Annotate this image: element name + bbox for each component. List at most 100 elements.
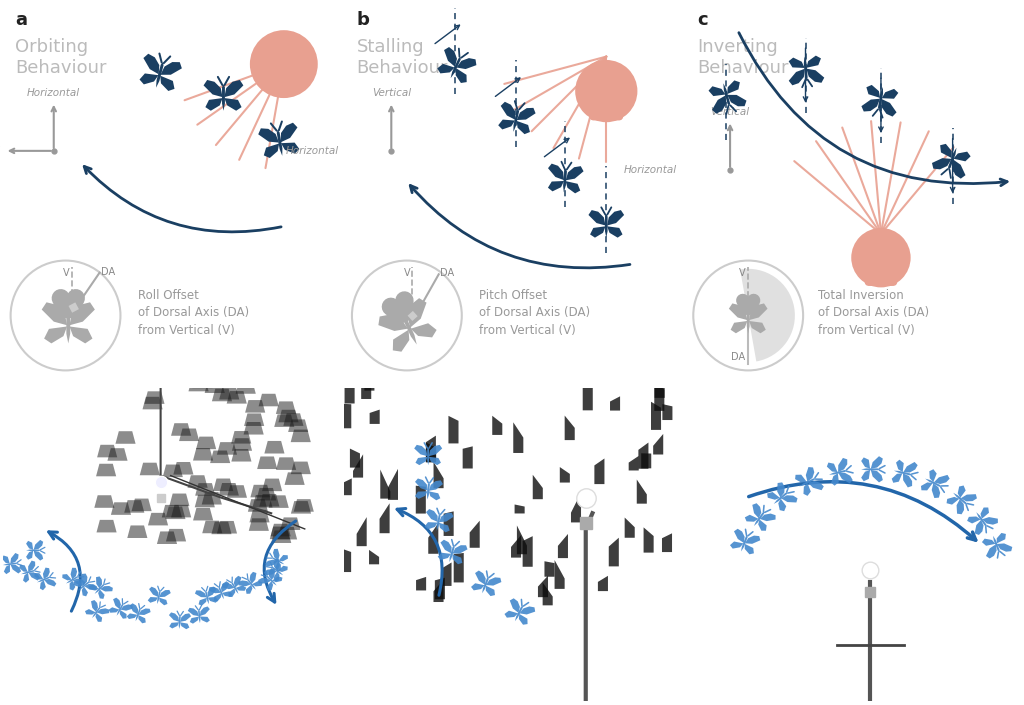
Text: Vertical: Vertical (711, 107, 750, 117)
Polygon shape (26, 549, 41, 551)
Text: Total Inversion
of Dorsal Axis (DA)
from Vertical (V): Total Inversion of Dorsal Axis (DA) from… (818, 288, 930, 336)
Polygon shape (174, 498, 195, 510)
Wedge shape (740, 269, 795, 362)
Polygon shape (273, 572, 280, 582)
Polygon shape (166, 501, 186, 514)
Polygon shape (10, 565, 22, 573)
Polygon shape (829, 470, 847, 474)
Polygon shape (456, 68, 467, 83)
Polygon shape (515, 505, 524, 513)
Polygon shape (976, 513, 986, 527)
Polygon shape (427, 448, 429, 465)
Polygon shape (205, 591, 209, 604)
Polygon shape (274, 458, 295, 470)
Polygon shape (517, 108, 536, 120)
Polygon shape (97, 608, 110, 614)
Polygon shape (250, 572, 256, 584)
Polygon shape (109, 607, 120, 613)
Polygon shape (214, 462, 234, 474)
Polygon shape (896, 460, 904, 472)
Polygon shape (169, 623, 179, 628)
Polygon shape (287, 426, 306, 439)
Text: Inverting
Behaviour: Inverting Behaviour (697, 37, 790, 78)
Polygon shape (265, 560, 278, 567)
Polygon shape (608, 538, 618, 566)
Polygon shape (449, 416, 459, 443)
Polygon shape (113, 455, 133, 467)
Polygon shape (515, 606, 523, 621)
Polygon shape (132, 491, 153, 503)
Polygon shape (788, 69, 805, 85)
Polygon shape (493, 416, 503, 435)
FancyBboxPatch shape (865, 271, 897, 286)
Text: DA: DA (440, 268, 454, 278)
Polygon shape (231, 582, 239, 594)
Polygon shape (275, 561, 281, 572)
Polygon shape (571, 493, 581, 522)
Polygon shape (208, 435, 227, 448)
Polygon shape (861, 458, 870, 469)
Polygon shape (256, 441, 275, 454)
Polygon shape (228, 589, 236, 597)
Text: Orbiting
Behaviour: Orbiting Behaviour (15, 37, 106, 78)
Polygon shape (548, 181, 564, 191)
Polygon shape (861, 99, 880, 111)
Polygon shape (996, 533, 1006, 544)
Polygon shape (543, 582, 553, 606)
Polygon shape (583, 382, 593, 410)
Polygon shape (663, 404, 673, 420)
Polygon shape (293, 464, 312, 477)
Polygon shape (151, 467, 171, 479)
Polygon shape (264, 144, 280, 158)
Polygon shape (70, 302, 95, 325)
Polygon shape (440, 540, 452, 553)
Polygon shape (82, 587, 88, 596)
Polygon shape (993, 536, 999, 552)
Polygon shape (750, 303, 768, 320)
Polygon shape (511, 535, 521, 558)
Polygon shape (741, 535, 748, 551)
Polygon shape (291, 428, 310, 440)
Polygon shape (416, 577, 426, 591)
Polygon shape (641, 453, 651, 468)
Polygon shape (870, 470, 883, 482)
Polygon shape (946, 497, 959, 505)
Text: Roll Offset
of Dorsal Axis (DA)
from Vertical (V): Roll Offset of Dorsal Axis (DA) from Ver… (137, 288, 249, 336)
Polygon shape (113, 598, 121, 609)
Polygon shape (517, 525, 527, 554)
Polygon shape (651, 402, 662, 430)
Polygon shape (140, 383, 160, 396)
Polygon shape (150, 377, 170, 390)
Polygon shape (98, 589, 104, 599)
Polygon shape (439, 513, 454, 522)
Polygon shape (870, 456, 883, 469)
Polygon shape (610, 396, 621, 410)
Polygon shape (731, 321, 748, 333)
Polygon shape (239, 510, 259, 523)
Polygon shape (754, 512, 764, 526)
Polygon shape (510, 599, 520, 613)
Polygon shape (34, 540, 43, 550)
Polygon shape (380, 503, 389, 533)
Polygon shape (2, 556, 10, 564)
Polygon shape (209, 443, 229, 456)
Polygon shape (981, 508, 989, 519)
Polygon shape (286, 464, 305, 477)
Polygon shape (247, 516, 267, 528)
Polygon shape (44, 326, 68, 343)
Polygon shape (66, 576, 79, 584)
Polygon shape (252, 581, 263, 587)
Polygon shape (401, 313, 417, 345)
Polygon shape (247, 579, 256, 590)
Polygon shape (433, 462, 443, 488)
Polygon shape (967, 517, 981, 523)
Text: Pitch Offset
of Dorsal Axis (DA)
from Vertical (V): Pitch Offset of Dorsal Axis (DA) from Ve… (479, 288, 590, 336)
Text: Horizontal: Horizontal (286, 146, 339, 156)
Polygon shape (499, 120, 515, 130)
Polygon shape (44, 579, 56, 587)
Polygon shape (167, 450, 187, 462)
Polygon shape (894, 471, 911, 475)
Polygon shape (982, 517, 997, 525)
Polygon shape (932, 158, 951, 169)
Polygon shape (932, 484, 940, 498)
